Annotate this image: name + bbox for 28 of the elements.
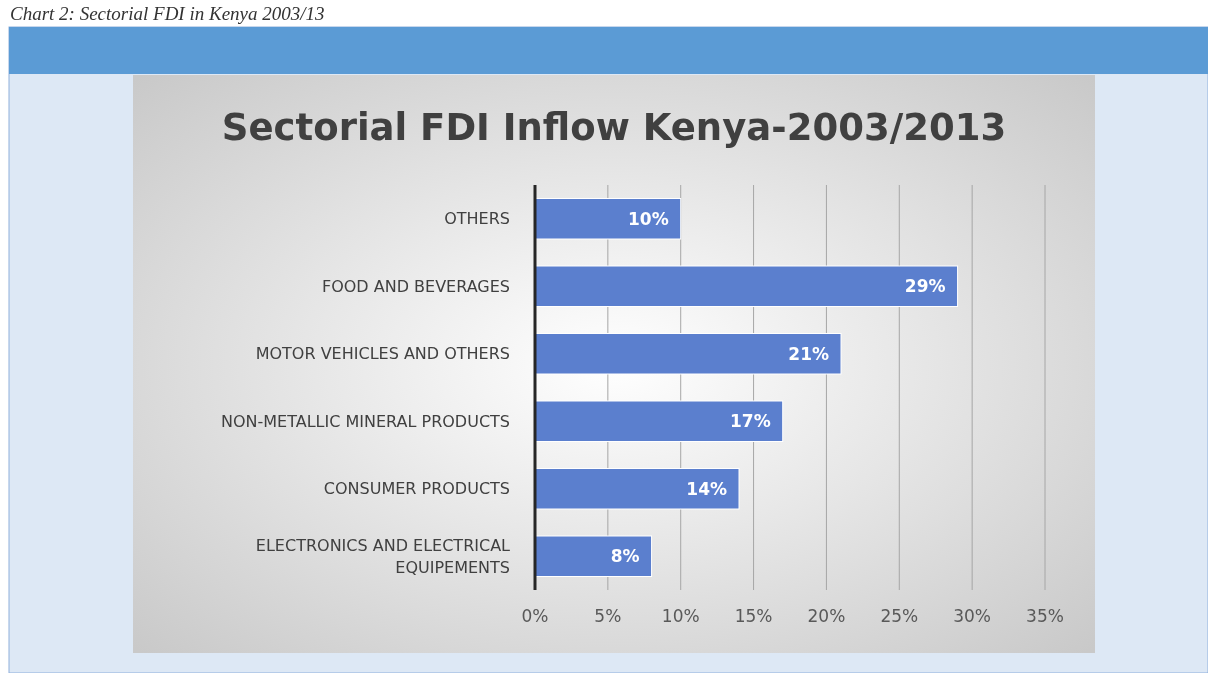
x-tick-label: 20% (807, 606, 846, 626)
data-label: 29% (904, 276, 946, 297)
bar (534, 468, 740, 510)
bar (534, 198, 682, 240)
bar (534, 400, 784, 442)
data-label: 17% (730, 411, 771, 432)
y-tick-label: MOTOR VEHICLES AND OTHERS (255, 344, 510, 364)
x-tick-label: 30% (953, 606, 992, 626)
y-tick-label: CONSUMER PRODUCTS (323, 479, 510, 499)
bar (534, 535, 653, 577)
x-tick-label: 10% (661, 606, 700, 626)
x-tick-label: 35% (1026, 606, 1064, 626)
x-tick-label: 0% (521, 606, 549, 626)
bar (534, 265, 959, 307)
x-tick-label: 15% (734, 606, 773, 626)
bar (534, 333, 842, 375)
y-tick-label: ELECTRONICS AND ELECTRICAL EQUIPEMENTS (255, 535, 511, 577)
x-tick-label: 25% (880, 606, 919, 626)
chart-title: Sectorial FDI Inflow Kenya-2003/2013 (221, 106, 1007, 149)
x-tick-label: 5% (594, 606, 622, 626)
data-label: 10% (628, 208, 669, 229)
data-label: 8% (610, 546, 640, 567)
data-label: 21% (788, 343, 829, 364)
y-tick-label: OTHERS (444, 209, 510, 229)
caption: Chart 2: Sectorial FDI in Kenya 2003/13 (10, 3, 325, 24)
y-tick-label: FOOD AND BEVERAGES (321, 276, 510, 296)
y-tick-label: NON-METALLIC MINERAL PRODUCTS (220, 411, 510, 431)
data-label: 14% (686, 478, 727, 499)
